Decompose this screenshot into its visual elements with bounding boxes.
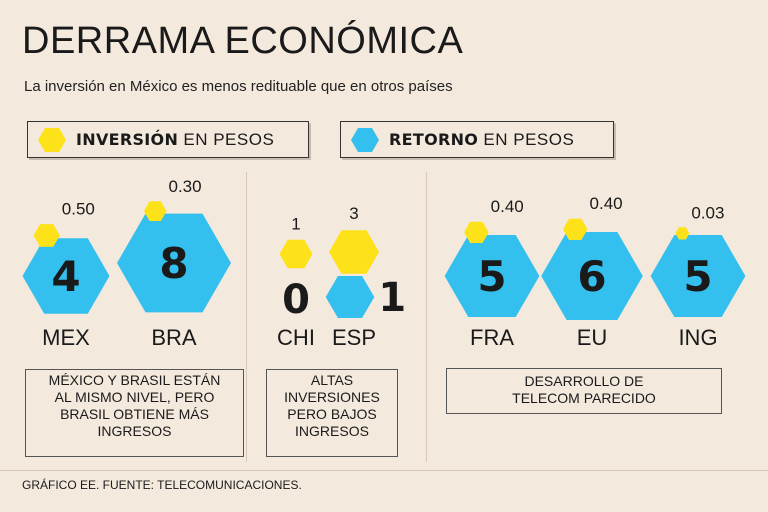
investment-label-fra: 0.40 bbox=[491, 197, 524, 216]
chart-subtitle: La inversión en México es menos redituab… bbox=[24, 78, 453, 95]
investment-label-ing: 0.03 bbox=[691, 203, 724, 222]
investment-hex-esp bbox=[329, 230, 379, 274]
legend-return: RETORNO EN PESOS bbox=[340, 121, 614, 158]
return-hex-fra bbox=[444, 235, 540, 317]
category-label-eu: EU bbox=[577, 325, 608, 350]
investment-hex-mex bbox=[33, 224, 60, 247]
category-label-chi: CHI bbox=[277, 325, 315, 350]
return-value-chi: 0 bbox=[282, 277, 310, 323]
category-label-esp: ESP bbox=[332, 325, 376, 350]
note-fra-eu-ing: DESARROLLO DE TELECOM PARECIDO bbox=[446, 368, 722, 414]
return-value-mex: 4 bbox=[51, 252, 80, 301]
investment-label-chi: 1 bbox=[291, 214, 300, 233]
return-hex-esp bbox=[325, 276, 375, 318]
category-label-fra: FRA bbox=[470, 325, 514, 350]
investment-hex-chi bbox=[279, 239, 313, 269]
group-divider bbox=[246, 172, 247, 462]
category-label-mex: MEX bbox=[42, 325, 90, 350]
legend-return-label: RETORNO EN PESOS bbox=[389, 129, 575, 149]
investment-hex-bra bbox=[143, 201, 167, 221]
yellow-hexagon-icon bbox=[38, 127, 66, 152]
note-chi-esp: ALTAS INVERSIONES PERO BAJOS INGRESOS bbox=[266, 369, 398, 457]
return-hex-eu bbox=[541, 232, 643, 320]
return-hex-ing bbox=[650, 235, 746, 317]
investment-label-mex: 0.50 bbox=[62, 199, 95, 218]
return-value-esp: 1 bbox=[378, 275, 406, 321]
source-note: GRÁFICO EE. FUENTE: TELECOMUNICACIONES. bbox=[22, 478, 302, 492]
investment-label-eu: 0.40 bbox=[590, 194, 623, 213]
group-divider bbox=[426, 172, 427, 462]
return-value-ing: 5 bbox=[683, 252, 712, 301]
return-hex-bra bbox=[117, 213, 231, 313]
category-label-bra: BRA bbox=[151, 325, 197, 350]
legend-investment: INVERSIÓN EN PESOS bbox=[27, 121, 309, 158]
return-value-bra: 8 bbox=[159, 239, 188, 288]
investment-label-bra: 0.30 bbox=[169, 177, 202, 196]
note-mex-bra: MÉXICO Y BRASIL ESTÁN AL MISMO NIVEL, PER… bbox=[25, 369, 244, 457]
investment-label-esp: 3 bbox=[349, 204, 358, 223]
chart-title: DERRAMA ECONÓMICA bbox=[22, 20, 464, 62]
return-value-fra: 5 bbox=[477, 252, 506, 301]
footer-divider bbox=[0, 470, 768, 471]
return-value-eu: 6 bbox=[577, 252, 606, 301]
legend-investment-label: INVERSIÓN EN PESOS bbox=[76, 129, 275, 149]
investment-hex-eu bbox=[562, 218, 588, 240]
investment-hex-fra bbox=[464, 221, 489, 243]
return-hex-mex bbox=[22, 238, 110, 314]
category-label-ing: ING bbox=[678, 325, 717, 350]
investment-hex-ing bbox=[675, 227, 690, 240]
blue-hexagon-icon bbox=[351, 127, 379, 152]
